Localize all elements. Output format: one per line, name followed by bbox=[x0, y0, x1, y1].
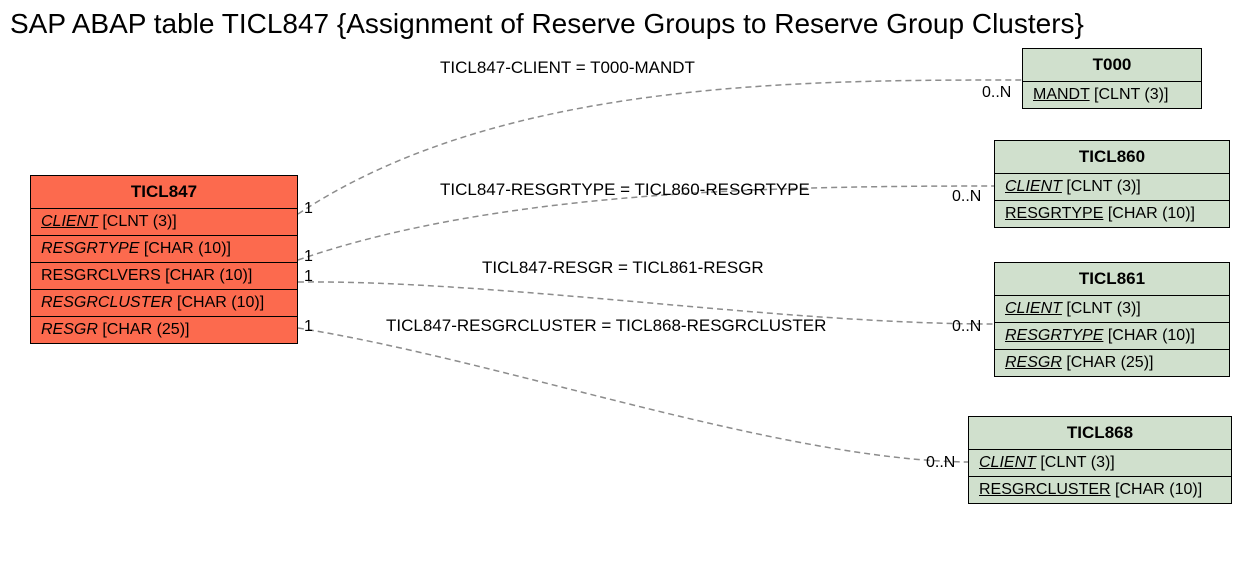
multiplicity-left: 1 bbox=[304, 318, 313, 336]
entity-ticl868: TICL868CLIENT [CLNT (3)]RESGRCLUSTER [CH… bbox=[968, 416, 1232, 504]
entity-field: CLIENT [CLNT (3)] bbox=[995, 174, 1229, 200]
diagram-title: SAP ABAP table TICL847 {Assignment of Re… bbox=[10, 8, 1084, 40]
entity-ticl847: TICL847CLIENT [CLNT (3)]RESGRTYPE [CHAR … bbox=[30, 175, 298, 344]
entity-field: RESGRTYPE [CHAR (10)] bbox=[995, 200, 1229, 227]
entity-field: CLIENT [CLNT (3)] bbox=[31, 209, 297, 235]
entity-t000: T000MANDT [CLNT (3)] bbox=[1022, 48, 1202, 109]
entity-ticl860: TICL860CLIENT [CLNT (3)]RESGRTYPE [CHAR … bbox=[994, 140, 1230, 228]
entity-field: MANDT [CLNT (3)] bbox=[1023, 82, 1201, 108]
entity-field: RESGR [CHAR (25)] bbox=[995, 349, 1229, 376]
entity-header: TICL868 bbox=[969, 417, 1231, 450]
entity-field: RESGRCLUSTER [CHAR (10)] bbox=[31, 289, 297, 316]
entity-header: TICL861 bbox=[995, 263, 1229, 296]
entity-ticl861: TICL861CLIENT [CLNT (3)]RESGRTYPE [CHAR … bbox=[994, 262, 1230, 377]
relationship-label: TICL847-RESGRCLUSTER = TICL868-RESGRCLUS… bbox=[386, 316, 826, 336]
multiplicity-left: 1 bbox=[304, 268, 313, 286]
entity-field: RESGR [CHAR (25)] bbox=[31, 316, 297, 343]
entity-field: CLIENT [CLNT (3)] bbox=[969, 450, 1231, 476]
entity-field: RESGRCLUSTER [CHAR (10)] bbox=[969, 476, 1231, 503]
multiplicity-left: 1 bbox=[304, 200, 313, 218]
entity-header: TICL847 bbox=[31, 176, 297, 209]
multiplicity-right: 0..N bbox=[952, 188, 981, 206]
multiplicity-right: 0..N bbox=[952, 318, 981, 336]
multiplicity-right: 0..N bbox=[926, 454, 955, 472]
relationship-label: TICL847-RESGRTYPE = TICL860-RESGRTYPE bbox=[440, 180, 810, 200]
relationship-edge bbox=[298, 328, 968, 462]
entity-field: CLIENT [CLNT (3)] bbox=[995, 296, 1229, 322]
entity-field: RESGRTYPE [CHAR (10)] bbox=[31, 235, 297, 262]
entity-header: TICL860 bbox=[995, 141, 1229, 174]
multiplicity-right: 0..N bbox=[982, 84, 1011, 102]
relationship-label: TICL847-CLIENT = T000-MANDT bbox=[440, 58, 695, 78]
relationship-label: TICL847-RESGR = TICL861-RESGR bbox=[482, 258, 764, 278]
entity-field: RESGRTYPE [CHAR (10)] bbox=[995, 322, 1229, 349]
entity-field: RESGRCLVERS [CHAR (10)] bbox=[31, 262, 297, 289]
entity-header: T000 bbox=[1023, 49, 1201, 82]
multiplicity-left: 1 bbox=[304, 248, 313, 266]
